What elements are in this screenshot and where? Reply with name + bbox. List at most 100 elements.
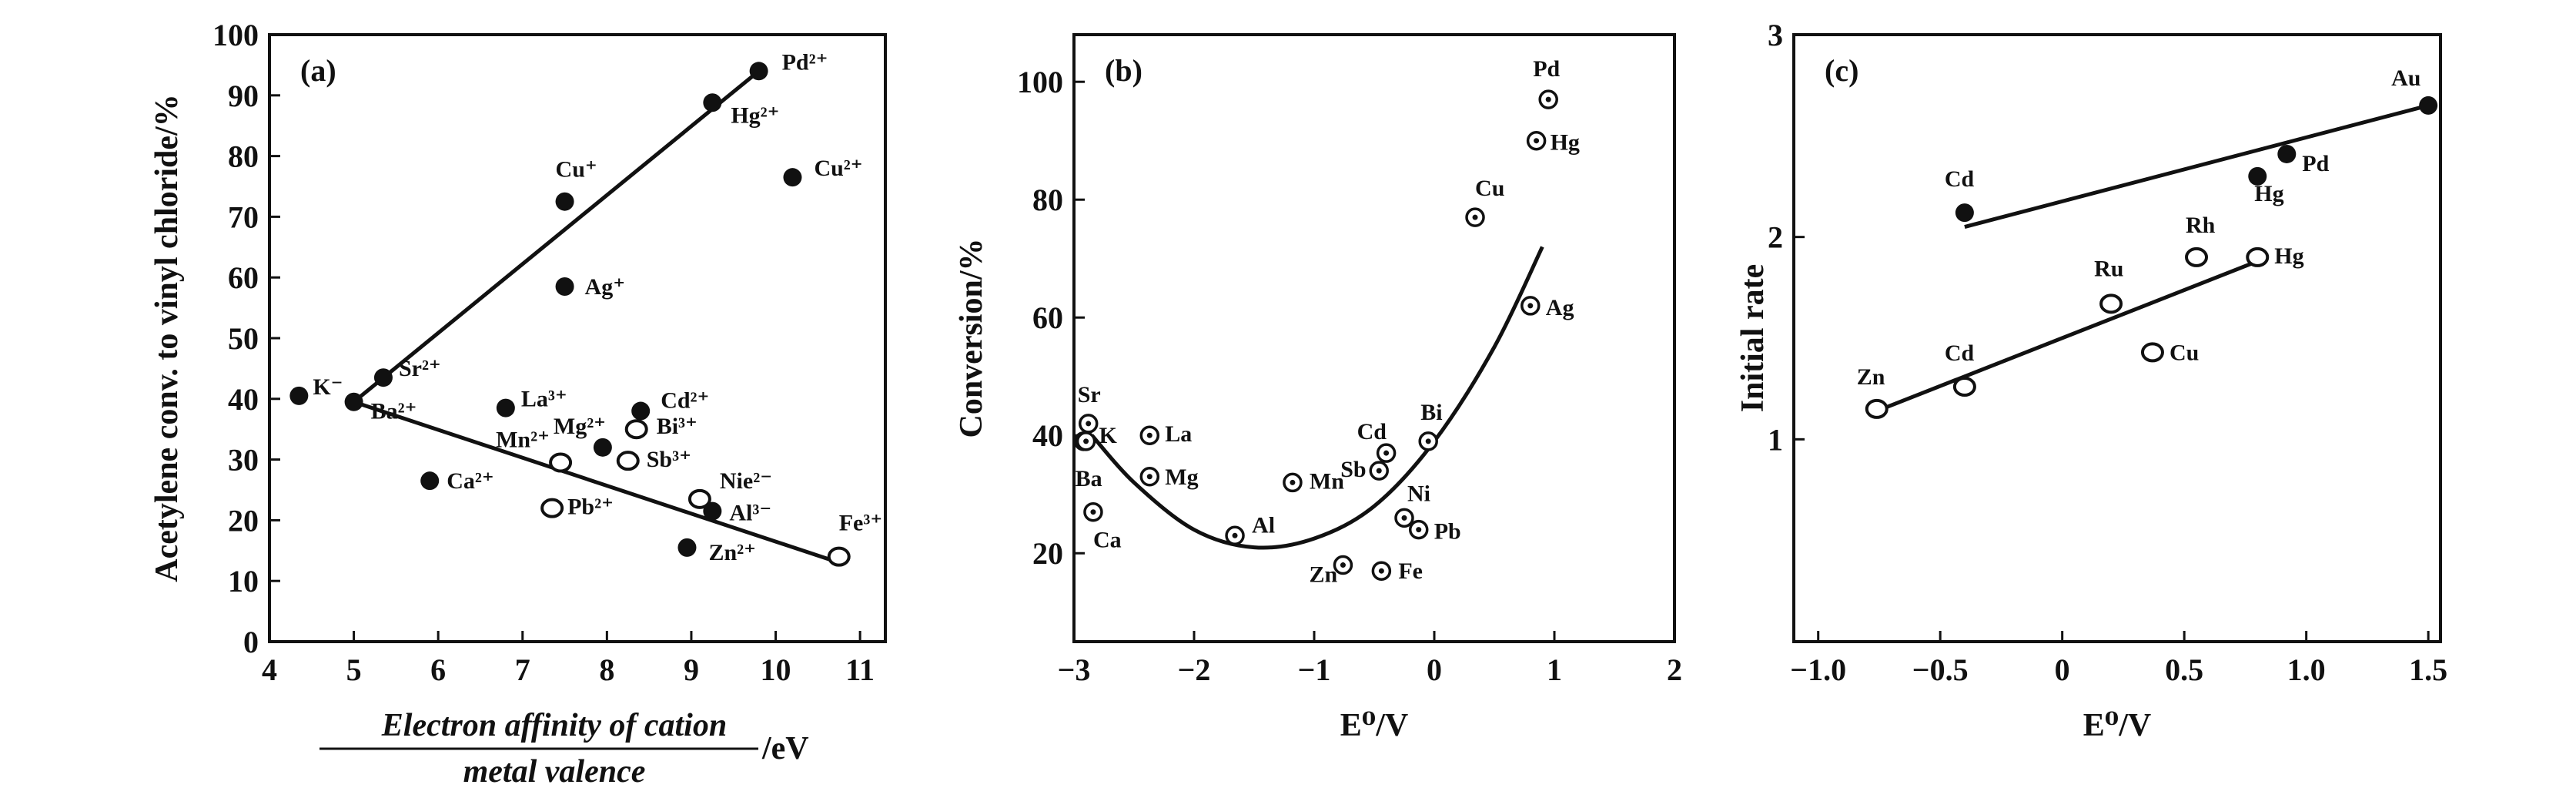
panel-a: 4 5 6 7 8 9 10 11 0 10 20 30 40 50 60 70 80 90 100 (a) K⁻ Ba²… [149,18,887,788]
y-axis-title: Conversion/% [954,238,989,438]
data-point-dot [1383,450,1390,456]
y-tick-label: 3 [1768,18,1783,52]
fit-line [353,400,844,566]
data-point-dot [1232,532,1238,538]
y-tick-label: 0 [243,625,259,659]
y-tick-label: 70 [228,200,259,234]
point-label: Cu [1475,176,1504,201]
point-label: Pd [2302,151,2329,176]
x-tick-label: 11 [845,652,875,687]
point-label: Sr²⁺ [399,356,441,381]
point-label: Bi [1420,400,1442,425]
point-label: Cd [1945,166,1975,192]
point-label: Sr [1078,382,1101,407]
y-tick-label: 10 [228,564,259,599]
point-label: Sb³⁺ [647,447,691,472]
x-tick-label: 5 [346,652,362,687]
point-label: Fe [1398,558,1423,584]
x-axis-title-denominator: metal valence [463,754,646,788]
point-label: Pd²⁺ [782,49,828,75]
data-point-dot [1146,432,1153,438]
point-label: Pd [1533,56,1560,82]
x-tick-label: 0.5 [2165,652,2203,687]
data-point-dot [1527,303,1534,309]
point-label: Mn²⁺ [496,428,550,453]
data-point-dot [1376,468,1382,474]
fit-line [353,69,761,404]
x-axis-title-unit: /eV [761,731,809,766]
point-label: Mg [1165,464,1198,490]
x-axis-title: E⁰/V [2083,708,2151,743]
x-tick-label: 8 [599,652,614,687]
point-label: Ca²⁺ [447,468,494,494]
data-point [373,368,393,387]
x-tick-label: 0 [2055,652,2070,687]
plot-frame [268,33,887,643]
data-point-dot [1425,438,1431,444]
point-label: Ag [1546,295,1574,320]
data-point [555,277,574,297]
point-label: Cu [2170,340,2199,365]
y-tick-label: 2 [1768,220,1783,255]
point-label: Mg²⁺ [554,414,606,439]
x-axis-title: E⁰/V [1340,708,1408,743]
y-tick-label: 1 [1768,422,1783,457]
panel-b: −3 −2 −1 0 1 2 20 40 60 80 100 (b) Sr K Ba Ca La Mg Al Mn Zn… [954,33,1682,743]
point-label: Ba [1076,466,1102,491]
data-point-dot [1083,438,1089,444]
data-point-dot [1086,421,1092,427]
data-point [540,498,564,518]
x-tick-label: 1.5 [2409,652,2447,687]
data-point [2277,144,2297,163]
point-label: Pb²⁺ [567,495,614,520]
panel-label: (c) [1825,53,1858,88]
point-label: Zn²⁺ [708,540,756,565]
point-label: Pb [1434,519,1461,545]
point-label: Au [2391,65,2420,91]
data-point [703,501,722,521]
fit-line [1964,103,2429,229]
y-tick-label: 40 [1032,418,1063,453]
y-axis-title: Initial rate [1735,264,1771,412]
x-tick-label: 9 [684,652,699,687]
y-tick-label: 20 [1032,536,1063,571]
y-tick-label: 20 [228,503,259,538]
point-label: Cd²⁺ [661,388,709,414]
x-tick-label: 1.0 [2287,652,2326,687]
data-point [631,401,651,421]
x-tick-label: 10 [761,652,791,687]
x-tick-label: 2 [1667,652,1682,687]
data-point-dot [1545,96,1551,102]
data-point [2099,293,2123,314]
data-point [1952,377,1976,397]
point-label: Hg [1551,130,1580,156]
data-point [2140,342,2164,363]
data-point [677,538,697,557]
x-tick-label: −0.5 [1912,652,1969,687]
point-label: Zn [1309,562,1337,588]
point-label: Al³⁻ [729,501,771,526]
point-label: Rh [2186,213,2216,238]
y-tick-label: 60 [1032,300,1063,335]
data-point [749,62,768,81]
fit-line [1875,259,2259,413]
data-point [687,488,711,509]
data-point-dot [1401,515,1407,521]
y-tick-label: 100 [1017,65,1063,99]
panel-label: (b) [1105,53,1142,88]
data-point [1865,398,1889,419]
x-tick-label: 1 [1547,652,1562,687]
point-label: Hg [2274,243,2303,269]
x-tick-label: 4 [262,652,277,687]
y-axis-title: Acetylene conv. to vinyl chloride/% [149,94,185,582]
y-tick-label: 60 [228,260,259,295]
point-label: Cd [1357,419,1387,444]
point-label: Fe³⁺ [839,511,882,536]
x-tick-label: −1 [1298,652,1331,687]
point-label: Hg²⁺ [731,102,779,128]
plot-frame [1072,33,1676,643]
panel-label: (a) [300,53,336,88]
data-point-dot [1472,214,1478,220]
plot-frame [1792,33,2442,643]
